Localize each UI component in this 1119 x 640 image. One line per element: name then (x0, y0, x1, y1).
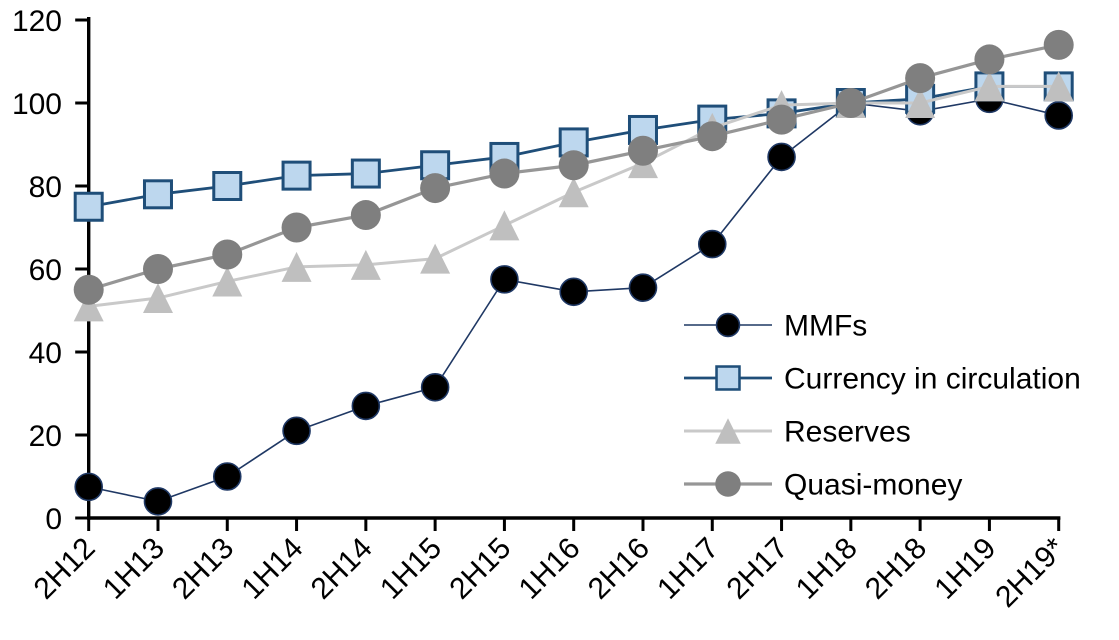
series-2-marker (73, 291, 104, 322)
series-0-marker (420, 372, 450, 402)
x-tick-label: 1H17 (651, 532, 725, 606)
series-2-marker (905, 88, 936, 118)
legend-marker-1 (715, 365, 741, 391)
series-3-marker (627, 135, 658, 166)
x-tick-label: 2H15 (443, 532, 517, 606)
series-3-marker (142, 254, 173, 284)
series-0-marker (282, 416, 311, 446)
series-1-marker (350, 158, 381, 189)
y-tick-label: 120 (12, 5, 62, 38)
series-0-marker (143, 487, 173, 516)
series-3-marker (835, 88, 866, 118)
x-tick-label: 2H18 (859, 532, 933, 606)
x-tick-label: 2H13 (166, 532, 240, 606)
y-tick-label: 20 (29, 420, 62, 453)
series-3-marker (697, 121, 728, 152)
y-tick-label: 60 (29, 254, 62, 287)
series-2-marker (350, 249, 381, 280)
series-1-marker (142, 179, 173, 210)
series-3-marker (1043, 29, 1074, 60)
series-0-marker (490, 265, 519, 294)
series-0-marker (351, 391, 381, 421)
x-tick-label: 1H16 (513, 532, 587, 606)
legend-label-2: Reserves (784, 416, 911, 449)
x-tick-label: 2H17 (720, 532, 794, 606)
legend-marker-2 (715, 418, 741, 444)
series-0-marker (628, 273, 658, 302)
series-3-marker (905, 63, 936, 94)
series-1-marker (281, 160, 312, 191)
x-tick-label: 1H13 (97, 532, 171, 606)
series-1-marker (73, 191, 104, 222)
series-2-marker (974, 71, 1005, 102)
y-tick-label: 100 (12, 88, 62, 121)
series-3-marker (766, 104, 797, 135)
x-tick-label: 1H19 (928, 532, 1002, 606)
series-2-marker (281, 251, 312, 282)
legend-label-3: Quasi-money (784, 469, 962, 502)
series-3-marker (974, 44, 1005, 75)
x-tick-label: 2H19* (989, 531, 1072, 614)
series-3-marker (558, 150, 589, 181)
series-0-marker (212, 462, 242, 491)
series-0-marker (767, 142, 796, 172)
x-tick-label: 1H18 (790, 532, 864, 606)
y-tick-label: 0 (45, 503, 62, 536)
series-0-marker (1044, 101, 1073, 130)
y-tick-label: 80 (29, 171, 62, 204)
series-3-marker (489, 158, 520, 189)
x-tick-label: 2H12 (28, 532, 102, 606)
legend-label-0: MMFs (784, 310, 867, 343)
y-tick-label: 40 (29, 337, 62, 370)
series-2-marker (142, 283, 173, 314)
series-3-marker (212, 239, 243, 270)
series-3-marker (73, 274, 104, 305)
series-2-marker (420, 243, 451, 274)
x-tick-label: 2H14 (305, 532, 379, 606)
series-2-marker (1043, 71, 1074, 102)
x-tick-label: 1H14 (235, 532, 309, 606)
x-tick-label: 2H16 (582, 532, 656, 606)
series-2-marker (489, 210, 520, 241)
series-3-marker (420, 173, 451, 204)
series-1-marker (212, 171, 243, 201)
legend-marker-0 (715, 312, 741, 338)
series-0-marker (559, 277, 589, 307)
legend-marker-3 (715, 471, 741, 497)
series-0-marker (74, 472, 103, 502)
series-2-marker (212, 266, 243, 297)
series-2-marker (558, 177, 589, 208)
series-3-marker (350, 200, 381, 231)
legend-label-1: Currency in circulation (784, 363, 1081, 396)
series-3-marker (281, 212, 312, 243)
x-tick-label: 1H15 (374, 532, 448, 606)
series-0-marker (697, 229, 727, 259)
